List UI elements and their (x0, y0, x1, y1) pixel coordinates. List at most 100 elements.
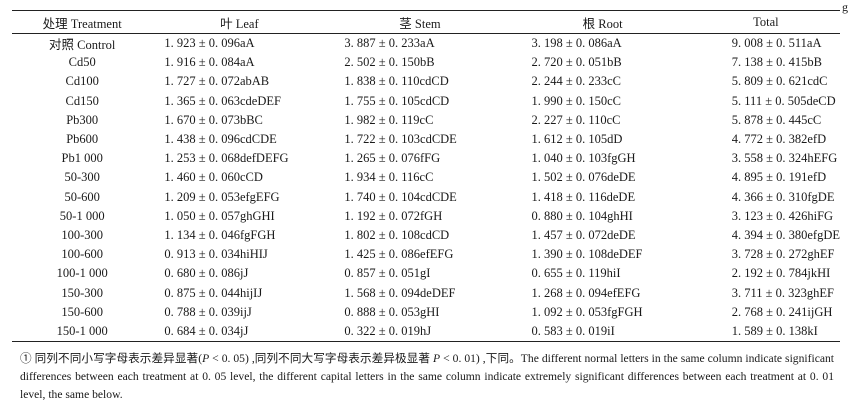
cell-leaf: 0. 875 ± 0. 044hijIJ (164, 285, 263, 300)
cell-total: 5. 111 ± 0. 505deCD (731, 93, 836, 108)
cell-leaf: 0. 684 ± 0. 034jJ (152, 321, 327, 342)
cell-root: 2. 227 ± 0. 110cC (531, 112, 621, 127)
cell-total: 3. 558 ± 0. 324hEFG (731, 151, 838, 166)
table-row: Cd50 1. 916 ± 0. 084aA 2. 502 ± 0. 150bB 2.… (12, 53, 840, 72)
cell-treatment: 100-1 000 (56, 266, 108, 281)
cell-root: 1. 268 ± 0. 094efEFG (531, 285, 641, 300)
cell-total: 9. 008 ± 0. 511aA (731, 36, 822, 51)
table-row: 50-1 000 1. 050 ± 0. 057ghGHI 1. 192 ± 0. … (12, 207, 840, 226)
cell-stem: 1. 740 ± 0. 104cdCDE (344, 189, 457, 204)
cell-leaf: 1. 727 ± 0. 072abAB (164, 74, 270, 89)
cell-leaf: 1. 438 ± 0. 096cdCDE (164, 132, 277, 147)
cell-root: 3. 198 ± 0. 086aA (531, 36, 622, 51)
cell-total: 2. 768 ± 0. 241ijGH (731, 304, 833, 319)
cell-total: 5. 878 ± 0. 445cC (731, 112, 822, 127)
cell-leaf: 1. 050 ± 0. 057ghGHI (164, 208, 275, 223)
table-row: 50-300 1. 460 ± 0. 060cCD 1. 934 ± 0. 116c… (12, 168, 840, 187)
cell-leaf: 0. 913 ± 0. 034hiHIJ (164, 247, 268, 262)
cell-root: 1. 040 ± 0. 103fgGH (531, 151, 636, 166)
cell-leaf: 1. 365 ± 0. 063cdeDEF (164, 93, 281, 108)
footnote: ① 同列不同小写字母表示差异显著( P < 0. 05) ,同列不同大写字母表示差… (20, 350, 834, 404)
cell-stem: 3. 887 ± 0. 233aA (344, 36, 435, 51)
table-row: 100-300 1. 134 ± 0. 046fgFGH 1. 802 ± 0. 1… (12, 226, 840, 245)
cell-stem: 1. 425 ± 0. 086efEFG (344, 247, 454, 262)
cell-leaf: 1. 134 ± 0. 046fgFGH (164, 227, 276, 242)
header-leaf: 叶 Leaf (152, 10, 327, 34)
table-row: Pb1 000 1. 253 ± 0. 068defDEFG 1. 265 ± 0.… (12, 149, 840, 168)
cell-root: 2. 244 ± 0. 233cC (531, 74, 621, 89)
cell-root: 2. 720 ± 0. 051bB (531, 55, 622, 70)
cell-total: 4. 772 ± 0. 382efD (731, 132, 827, 147)
cell-stem: 1. 192 ± 0. 072fGH (344, 208, 443, 223)
table-row: 对照 Control 1. 923 ± 0. 096aA 3. 887 ± 0. 2… (12, 34, 840, 54)
cell-leaf: 1. 209 ± 0. 053efgEFG (164, 189, 280, 204)
cell-total: 3. 728 ± 0. 272ghEF (731, 247, 835, 262)
table-row: 100-600 0. 913 ± 0. 034hiHIJ 1. 425 ± 0. 0… (12, 245, 840, 264)
header-stem: 茎 Stem (326, 10, 514, 34)
cell-leaf: 1. 916 ± 0. 084aA (164, 55, 255, 70)
cell-total: 3. 711 ± 0. 323ghEF (731, 285, 834, 300)
cell-treatment: Pb1 000 (61, 151, 103, 166)
cell-leaf: 1. 253 ± 0. 068defDEFG (164, 151, 289, 166)
footnote-part1: ① 同列不同小写字母表示差异显著( (20, 352, 203, 365)
cell-treatment: 对照 Control (49, 38, 116, 53)
cell-treatment: 150-300 (61, 285, 104, 300)
cell-stem: 1. 934 ± 0. 116cC (344, 170, 434, 185)
footnote-part2: < 0. 05) ,同列不同大写字母表示差异极显著 (209, 352, 434, 365)
cell-total: 5. 809 ± 0. 621cdC (731, 74, 828, 89)
table-row: 100-1 000 0. 680 ± 0. 086jJ 0. 857 ± 0. 05… (12, 264, 840, 283)
cell-leaf: 1. 923 ± 0. 096aA (164, 36, 255, 51)
cell-leaf: 1. 460 ± 0. 060cCD (164, 170, 263, 185)
table-row: Cd150 1. 365 ± 0. 063cdeDEF 1. 755 ± 0. 10… (12, 92, 840, 111)
cell-stem: 1. 802 ± 0. 108cdCD (344, 227, 450, 242)
cell-root: 1. 092 ± 0. 053fgFGH (531, 304, 643, 319)
cell-stem: 0. 322 ± 0. 019hJ (326, 321, 514, 342)
cell-treatment: 100-600 (61, 247, 104, 262)
cell-root: 1. 502 ± 0. 076deDE (531, 170, 636, 185)
cell-root: 0. 880 ± 0. 104ghHI (531, 208, 633, 223)
cell-treatment: Cd150 (65, 93, 99, 108)
cell-treatment: Cd50 (68, 55, 96, 70)
cell-total: 3. 123 ± 0. 426hiFG (731, 208, 834, 223)
table-row: 150-1 000 0. 684 ± 0. 034jJ 0. 322 ± 0. 01… (12, 321, 840, 342)
cell-stem: 0. 857 ± 0. 051gI (344, 266, 431, 281)
cell-stem: 1. 755 ± 0. 105cdCD (344, 93, 450, 108)
cell-total: 4. 366 ± 0. 310fgDE (731, 189, 835, 204)
cell-root: 0. 583 ± 0. 019iI (513, 321, 692, 342)
header-treatment: 处理 Treatment (12, 10, 153, 34)
cell-total: 7. 138 ± 0. 415bB (731, 55, 822, 70)
data-table: 处理 Treatment 叶 Leaf 茎 Stem 根 Root Total … (12, 10, 840, 342)
cell-stem: 1. 838 ± 0. 110cdCD (344, 74, 449, 89)
cell-leaf: 0. 788 ± 0. 039ijJ (164, 304, 252, 319)
cell-stem: 1. 982 ± 0. 119cC (344, 112, 434, 127)
cell-root: 1. 990 ± 0. 150cC (531, 93, 621, 108)
cell-stem: 1. 722 ± 0. 103cdCDE (344, 132, 457, 147)
cell-leaf: 1. 670 ± 0. 073bBC (164, 112, 263, 127)
header-total: Total (691, 10, 840, 34)
header-root: 根 Root (513, 10, 692, 34)
cell-stem: 2. 502 ± 0. 150bB (344, 55, 435, 70)
cell-root: 1. 390 ± 0. 108deDEF (531, 247, 643, 262)
header-row: 处理 Treatment 叶 Leaf 茎 Stem 根 Root Total (12, 10, 840, 34)
table-row: 50-600 1. 209 ± 0. 053efgEFG 1. 740 ± 0. 1… (12, 188, 840, 207)
cell-treatment: Pb300 (66, 112, 99, 127)
table-body: 对照 Control 1. 923 ± 0. 096aA 3. 887 ± 0. 2… (12, 34, 840, 342)
cell-root: 1. 612 ± 0. 105dD (531, 132, 623, 147)
footnote-p2: P (433, 352, 441, 365)
cell-root: 1. 457 ± 0. 072deDE (531, 227, 636, 242)
cell-treatment: Pb600 (66, 132, 99, 147)
footnote-part3: < 0. 01) ,下同。The different normal letter… (20, 352, 834, 401)
cell-total: 4. 394 ± 0. 380efgDE (731, 227, 840, 242)
cell-stem: 0. 888 ± 0. 053gHI (344, 304, 440, 319)
cell-treatment: 50-1 000 (59, 208, 105, 223)
table-row: 150-600 0. 788 ± 0. 039ijJ 0. 888 ± 0. 053… (12, 303, 840, 322)
cell-leaf: 0. 680 ± 0. 086jJ (164, 266, 249, 281)
cell-treatment: 100-300 (61, 227, 104, 242)
cell-root: 1. 418 ± 0. 116deDE (531, 189, 636, 204)
cell-total: 2. 192 ± 0. 784jkHI (731, 266, 831, 281)
cell-total: 1. 589 ± 0. 138kI (691, 321, 840, 342)
cell-treatment: 50-600 (64, 189, 100, 204)
cell-treatment: 50-300 (64, 170, 100, 185)
table-row: Pb600 1. 438 ± 0. 096cdCDE 1. 722 ± 0. 103… (12, 130, 840, 149)
table-row: Cd100 1. 727 ± 0. 072abAB 1. 838 ± 0. 110c… (12, 72, 840, 91)
